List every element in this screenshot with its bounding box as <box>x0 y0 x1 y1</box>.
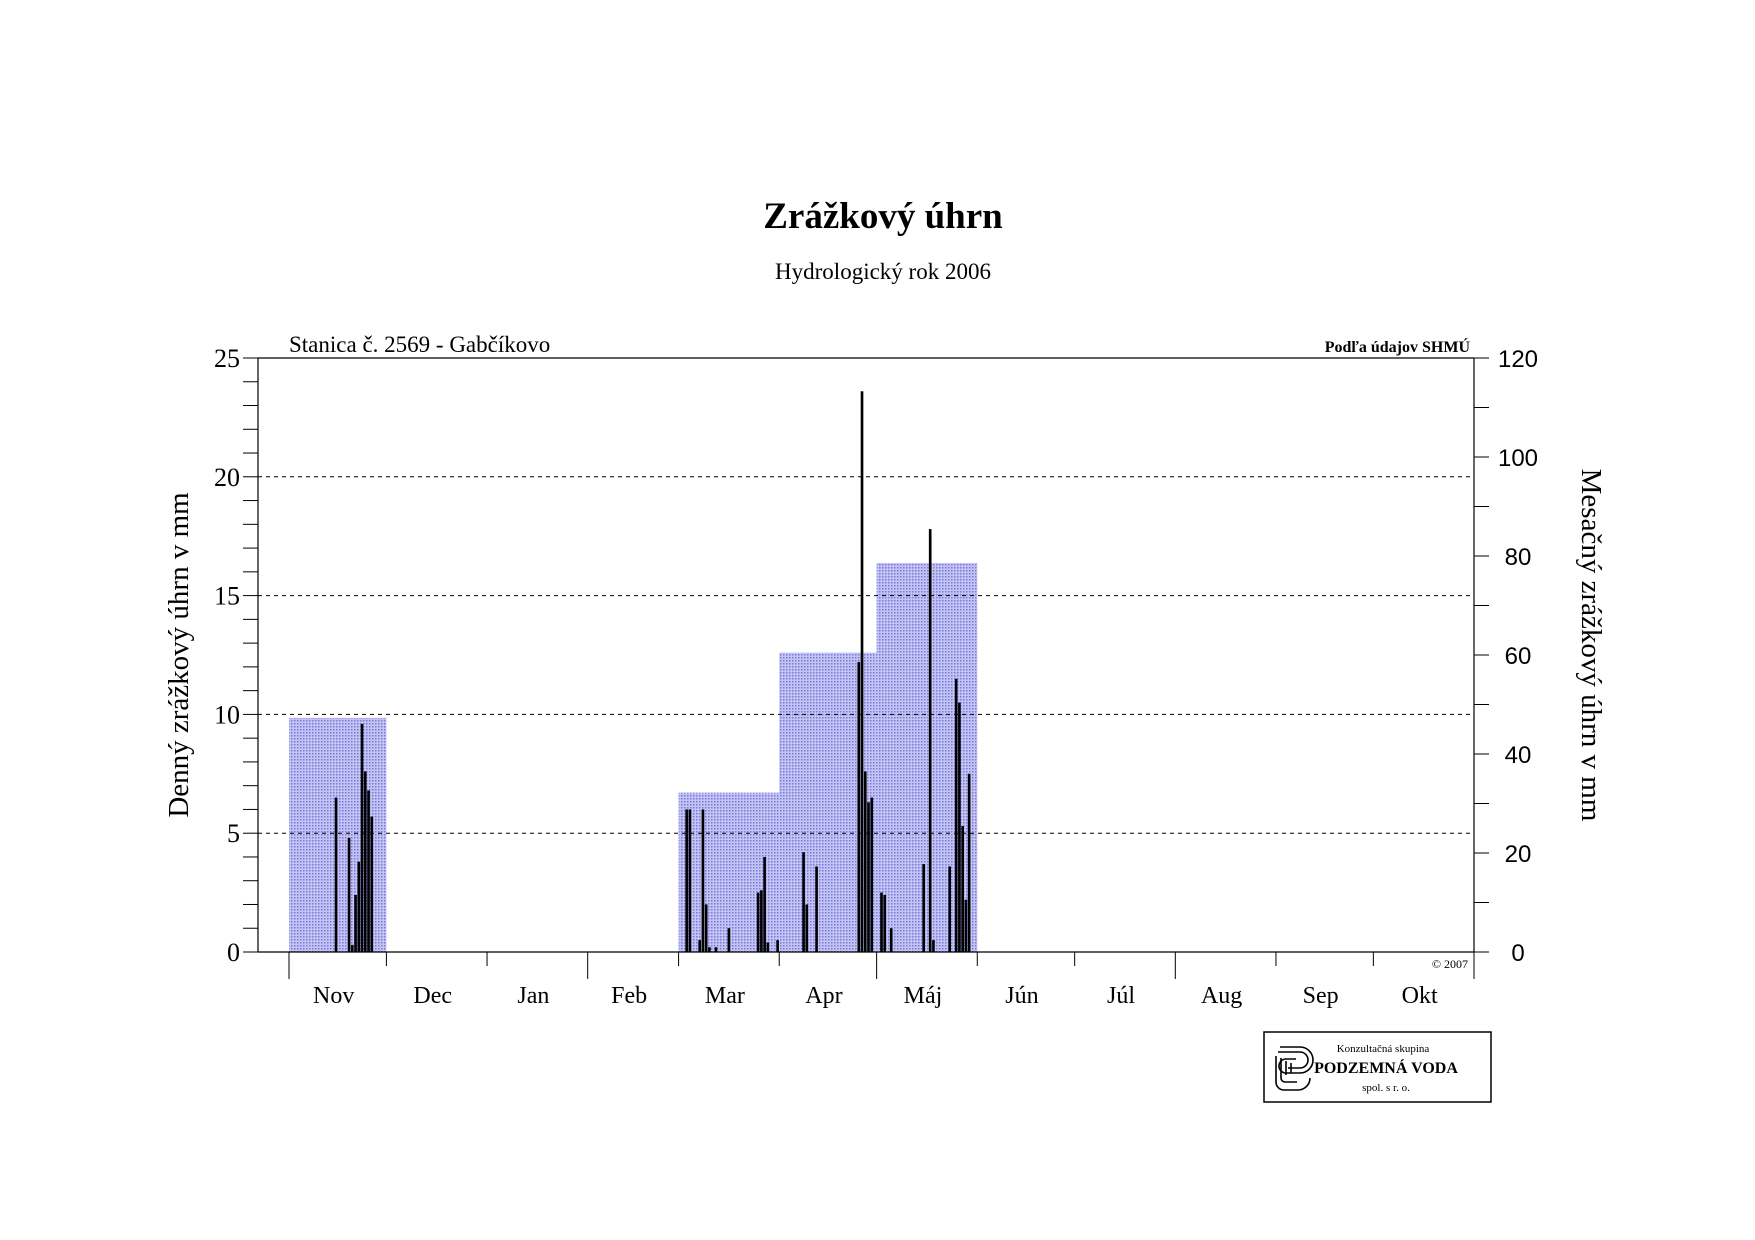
left-axis-title: Denný zrážkový úhrn v mm <box>163 492 195 818</box>
right-tick-label: 0 <box>1511 940 1524 967</box>
daily-bar <box>685 809 689 952</box>
daily-bar <box>756 892 760 952</box>
daily-bar <box>964 899 968 952</box>
daily-bar <box>334 797 338 952</box>
monthly-bars <box>289 562 978 952</box>
daily-bar <box>688 809 692 952</box>
copyright-text: © 2007 <box>1432 957 1468 971</box>
daily-bar <box>961 826 964 952</box>
daily-bar <box>357 861 361 952</box>
daily-bar <box>867 802 870 952</box>
daily-bar <box>708 947 711 952</box>
daily-bar <box>766 942 770 952</box>
daily-bar <box>760 890 763 952</box>
left-tick-label: 5 <box>227 819 240 848</box>
month-label-dec: Dec <box>413 983 452 1009</box>
month-label-júl: Júl <box>1107 983 1135 1009</box>
right-tick-label: 60 <box>1505 643 1532 670</box>
daily-bar <box>714 947 718 952</box>
right-axis-title: Mesačný zrážkový úhrn v mm <box>1575 469 1607 822</box>
month-label-okt: Okt <box>1402 983 1438 1009</box>
daily-bar <box>763 856 766 952</box>
daily-bar <box>954 678 958 952</box>
daily-bar <box>360 723 364 952</box>
right-tick-label: 120 <box>1498 346 1538 373</box>
daily-bar <box>863 771 867 952</box>
daily-bar <box>776 940 779 952</box>
daily-bar <box>948 866 952 952</box>
right-tick-label: 80 <box>1505 544 1532 571</box>
left-axis-ticks: 0 5 10 15 20 25 <box>214 344 258 967</box>
chart-subtitle: Hydrologický rok 2006 <box>775 259 991 284</box>
daily-bar <box>880 892 883 952</box>
chart-title: Zrážkový úhrn <box>763 196 1003 237</box>
daily-bar <box>860 391 864 952</box>
daily-bar <box>704 904 708 952</box>
logo-line2: PODZEMNÁ VODA <box>1314 1058 1458 1077</box>
right-axis-ticks: 0 20 40 60 80 100 120 <box>1474 346 1538 967</box>
month-label-jún: Jún <box>1005 983 1038 1009</box>
daily-bar <box>928 529 932 952</box>
daily-bars <box>334 391 971 952</box>
daily-bar <box>370 816 374 952</box>
month-axis: Nov Dec Jan Feb Mar Apr Máj Jún Júl Aug Sep Okt <box>288 952 1475 1009</box>
left-tick-label: 25 <box>214 344 240 373</box>
month-label-jan: Jan <box>517 983 549 1009</box>
daily-bar <box>805 904 809 952</box>
daily-bar <box>727 928 731 952</box>
month-label-feb: Feb <box>611 983 647 1009</box>
right-tick-label: 20 <box>1505 841 1532 868</box>
right-tick-label: 40 <box>1505 742 1532 769</box>
month-label-sep: Sep <box>1303 983 1339 1009</box>
daily-bar <box>857 662 861 952</box>
left-tick-label: 20 <box>214 463 240 492</box>
left-tick-label: 10 <box>214 700 240 729</box>
daily-bar <box>922 864 926 952</box>
daily-bar <box>350 944 354 952</box>
daily-bar <box>363 771 367 952</box>
daily-bar <box>367 790 370 952</box>
monthly-bar-nov <box>289 717 387 952</box>
daily-bar <box>701 809 705 952</box>
left-tick-label: 15 <box>214 582 240 611</box>
daily-bar <box>354 894 357 952</box>
daily-bar <box>347 837 351 952</box>
monthly-bar-apr <box>779 652 877 952</box>
logo-line1: Konzultačná skupina <box>1337 1043 1430 1055</box>
source-label: Podľa údajov SHMÚ <box>1325 337 1471 356</box>
daily-bar <box>802 852 805 952</box>
daily-bar <box>967 773 971 952</box>
daily-bar <box>889 928 893 952</box>
daily-bar <box>698 940 702 952</box>
station-label: Stanica č. 2569 - Gabčíkovo <box>289 332 550 357</box>
left-tick-label: 0 <box>227 938 240 967</box>
logo-mark-icon <box>1275 1046 1314 1091</box>
month-label-nov: Nov <box>313 983 354 1009</box>
company-logo: Konzultačná skupina PODZEMNÁ VODA spol. … <box>1263 1031 1492 1103</box>
daily-bar <box>958 702 961 952</box>
logo-line3: spol. s r. o. <box>1362 1082 1410 1094</box>
daily-bar <box>883 894 887 952</box>
month-label-apr: Apr <box>805 983 842 1009</box>
daily-bar <box>870 797 874 952</box>
daily-bar <box>815 866 818 952</box>
right-tick-label: 100 <box>1498 445 1538 472</box>
month-label-aug: Aug <box>1201 983 1242 1009</box>
month-label-máj: Máj <box>904 983 943 1009</box>
daily-bar <box>932 940 935 952</box>
month-label-mar: Mar <box>705 983 745 1009</box>
